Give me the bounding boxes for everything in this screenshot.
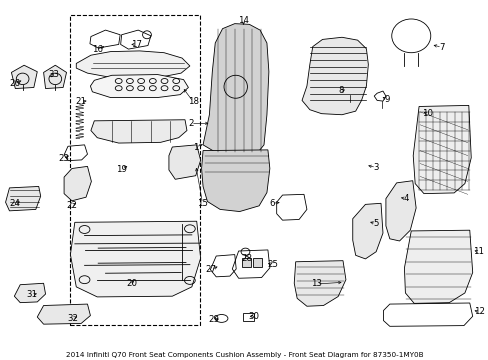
Text: 29: 29 — [208, 315, 219, 324]
Text: 1: 1 — [193, 143, 198, 152]
Text: 12: 12 — [473, 307, 484, 316]
Text: 6: 6 — [268, 199, 274, 208]
Text: 24: 24 — [10, 199, 21, 208]
Polygon shape — [14, 283, 45, 303]
Text: 4: 4 — [403, 194, 408, 203]
Text: 25: 25 — [267, 260, 278, 269]
Text: 31: 31 — [27, 290, 38, 299]
Text: 30: 30 — [248, 312, 259, 321]
Text: 22: 22 — [66, 201, 77, 210]
Polygon shape — [412, 105, 470, 194]
Polygon shape — [90, 75, 188, 98]
Text: 16: 16 — [92, 45, 102, 54]
Text: 2014 Infiniti Q70 Front Seat Components Cushion Assembly - Front Seat Diagram fo: 2014 Infiniti Q70 Front Seat Components … — [65, 352, 423, 358]
Text: 33: 33 — [49, 70, 60, 79]
Text: 9: 9 — [384, 95, 389, 104]
Text: 11: 11 — [472, 247, 483, 256]
Text: 3: 3 — [373, 163, 378, 172]
Text: 28: 28 — [241, 255, 252, 264]
Text: 20: 20 — [125, 279, 137, 288]
Text: 21: 21 — [76, 97, 86, 106]
Polygon shape — [203, 24, 268, 158]
Text: 18: 18 — [187, 97, 199, 106]
Text: 10: 10 — [421, 109, 432, 118]
Polygon shape — [302, 37, 367, 115]
Polygon shape — [5, 186, 41, 211]
Bar — [252, 258, 261, 267]
Polygon shape — [43, 65, 66, 89]
Polygon shape — [64, 166, 91, 201]
Polygon shape — [11, 65, 37, 89]
Text: 32: 32 — [67, 314, 78, 323]
Text: 15: 15 — [197, 199, 207, 208]
Polygon shape — [70, 221, 200, 297]
Polygon shape — [352, 203, 382, 259]
Polygon shape — [385, 181, 415, 241]
Text: 7: 7 — [438, 43, 444, 52]
Bar — [242, 314, 254, 320]
Text: 26: 26 — [10, 79, 21, 88]
Bar — [70, 15, 199, 325]
Text: 5: 5 — [373, 219, 378, 228]
Text: 2: 2 — [188, 119, 193, 128]
Text: 27: 27 — [205, 265, 216, 274]
Polygon shape — [168, 145, 200, 179]
Polygon shape — [201, 150, 269, 212]
Text: 17: 17 — [130, 40, 142, 49]
Bar — [242, 258, 250, 267]
Polygon shape — [404, 230, 472, 303]
Polygon shape — [294, 261, 345, 306]
Text: 19: 19 — [116, 165, 127, 174]
Text: 8: 8 — [338, 86, 343, 95]
Text: 14: 14 — [238, 16, 248, 25]
Polygon shape — [76, 51, 189, 78]
Text: 23: 23 — [59, 154, 69, 163]
Text: 13: 13 — [310, 279, 322, 288]
Polygon shape — [91, 120, 186, 143]
Polygon shape — [37, 304, 90, 324]
